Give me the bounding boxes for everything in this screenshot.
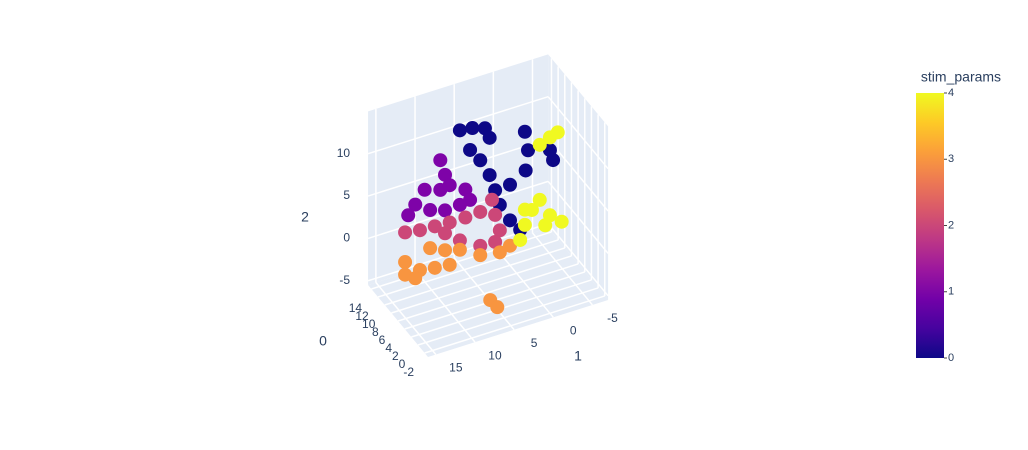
point: [438, 226, 453, 241]
point: [442, 215, 457, 230]
y-tick-label: 4: [385, 341, 392, 355]
point: [518, 163, 533, 178]
y-tick-label: 12: [355, 309, 369, 323]
grid-line: [424, 295, 605, 354]
colorbar-tick-label: 3: [948, 153, 954, 165]
colorbar: [916, 93, 944, 358]
point: [408, 197, 423, 212]
point: [473, 248, 488, 263]
point: [492, 223, 507, 238]
point: [517, 202, 532, 217]
point: [417, 182, 432, 197]
point: [452, 242, 467, 257]
point: [513, 232, 528, 247]
x-tick-label: 5: [531, 336, 538, 350]
point: [490, 300, 505, 315]
colorbar-title: stim_params: [921, 69, 1001, 85]
point: [423, 241, 438, 256]
point: [517, 124, 532, 139]
x-axis-title: 1: [574, 348, 582, 364]
grid-line: [547, 138, 609, 212]
grid-line: [377, 239, 559, 298]
point: [433, 153, 448, 168]
point: [401, 208, 416, 223]
point: [517, 217, 532, 232]
z-tick-label: -5: [339, 273, 350, 287]
y-tick-label: -2: [403, 365, 414, 379]
point: [538, 218, 553, 233]
grid-line: [547, 223, 609, 297]
z-tick-label: 0: [343, 231, 350, 245]
point: [412, 223, 427, 238]
grid-line: [367, 138, 549, 197]
point: [452, 197, 467, 212]
x-tick-label: 15: [449, 361, 463, 375]
point: [438, 203, 453, 218]
point: [488, 207, 503, 222]
point: [458, 210, 473, 225]
point: [398, 255, 413, 270]
point: [427, 219, 442, 234]
point: [532, 137, 547, 152]
y-axis-title: 0: [319, 333, 327, 349]
point: [484, 192, 499, 207]
grid-line: [397, 263, 579, 322]
scene: [367, 54, 609, 357]
grid-line: [547, 180, 609, 254]
point: [427, 260, 442, 275]
y-tick-label: 6: [379, 333, 386, 347]
y-tick-label: 2: [392, 349, 399, 363]
point: [502, 177, 517, 192]
point: [452, 123, 467, 138]
grid-line: [384, 247, 566, 306]
y-tick-label: 14: [349, 301, 363, 315]
grid-line: [417, 287, 599, 346]
point: [473, 153, 488, 168]
point: [502, 238, 517, 253]
y-tick-label: 0: [399, 357, 406, 371]
point: [398, 225, 413, 240]
point: [492, 245, 507, 260]
y-tick-label: 10: [362, 317, 376, 331]
x-tick-label: 0: [570, 323, 577, 337]
point: [502, 213, 517, 228]
point: [423, 203, 438, 218]
point: [532, 192, 547, 207]
point: [463, 142, 478, 157]
point: [521, 143, 536, 158]
y-tick-label: 8: [372, 325, 379, 339]
grid-line: [547, 96, 609, 170]
point: [473, 204, 488, 219]
colorbar-tick-label: 4: [948, 87, 954, 99]
x-tick-label: 10: [488, 348, 502, 362]
point: [408, 271, 423, 286]
colorbar-tick-label: 2: [948, 219, 954, 231]
point: [482, 168, 497, 183]
colorbar-tick-label: 1: [948, 286, 954, 298]
x-tick-label: -5: [607, 311, 618, 325]
point: [438, 243, 453, 258]
grid-line: [391, 255, 572, 314]
z-tick-label: 10: [337, 146, 351, 160]
point: [482, 130, 497, 145]
point: [554, 214, 569, 229]
z-axis-title: 2: [301, 209, 309, 225]
point: [442, 178, 457, 193]
point: [465, 121, 480, 136]
point: [550, 125, 565, 140]
point: [442, 257, 457, 272]
colorbar-tick-label: 0: [948, 352, 954, 364]
z-tick-label: 5: [343, 188, 350, 202]
